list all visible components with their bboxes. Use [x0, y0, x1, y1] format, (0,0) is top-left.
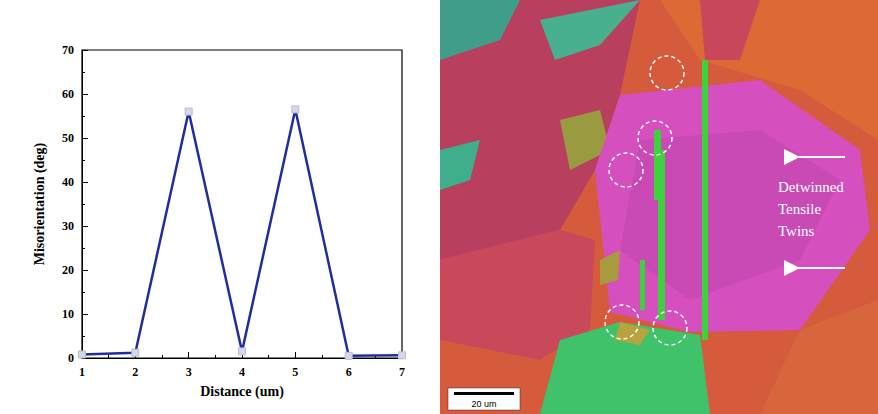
svg-text:Distance (um): Distance (um): [200, 384, 284, 400]
svg-text:0: 0: [68, 351, 74, 365]
svg-text:10: 10: [62, 307, 74, 321]
svg-text:2: 2: [132, 365, 138, 379]
svg-text:50: 50: [62, 131, 74, 145]
svg-text:60: 60: [62, 87, 74, 101]
svg-text:Misorientation (deg): Misorientation (deg): [32, 142, 48, 265]
svg-text:Twins: Twins: [778, 223, 815, 239]
svg-text:40: 40: [62, 175, 74, 189]
svg-text:1: 1: [79, 365, 85, 379]
svg-text:70: 70: [62, 43, 74, 57]
svg-text:6: 6: [346, 365, 352, 379]
svg-text:5: 5: [292, 365, 298, 379]
svg-text:20: 20: [62, 263, 74, 277]
svg-text:Tensile: Tensile: [778, 201, 821, 217]
svg-text:20 um: 20 um: [471, 399, 496, 409]
svg-text:3: 3: [186, 365, 192, 379]
svg-text:4: 4: [239, 365, 245, 379]
svg-text:Detwinned: Detwinned: [778, 179, 844, 195]
svg-text:30: 30: [62, 219, 74, 233]
svg-text:7: 7: [399, 365, 405, 379]
